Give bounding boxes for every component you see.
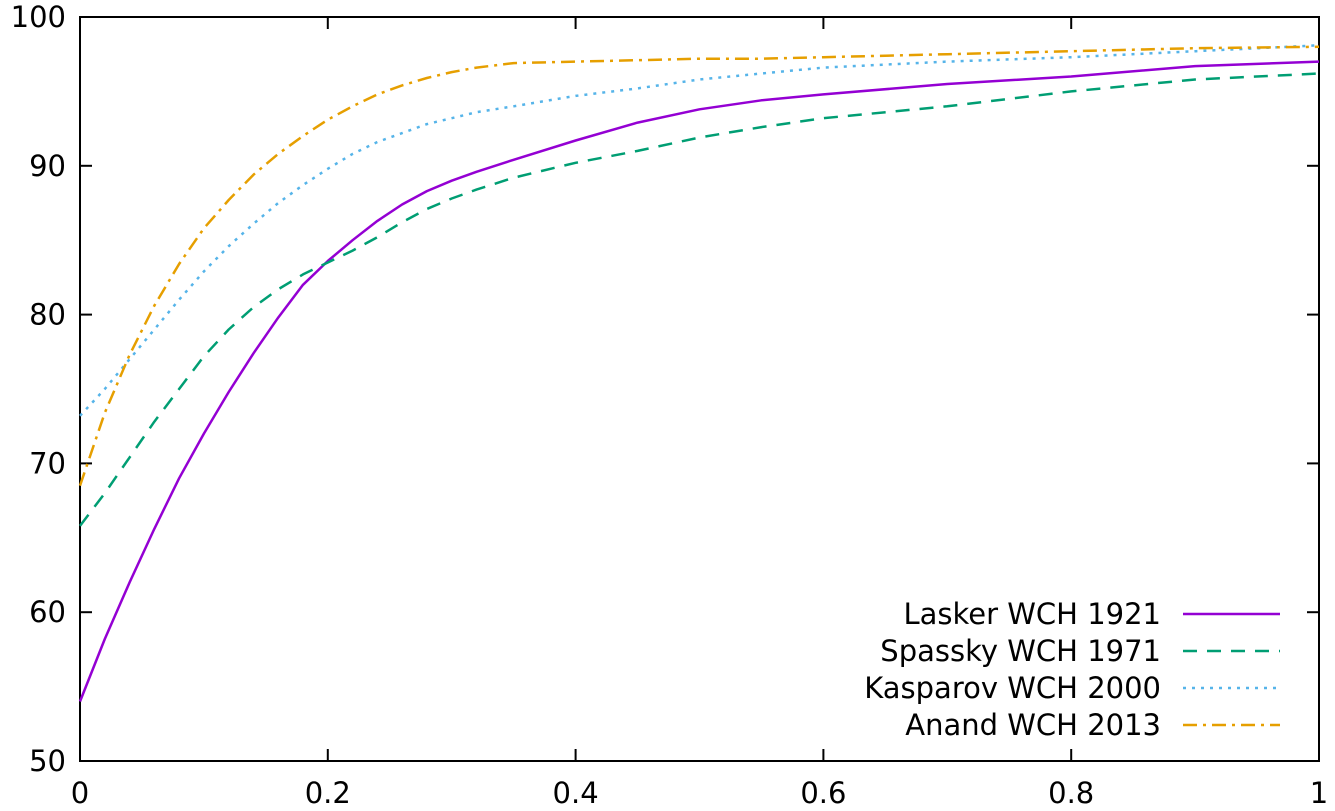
- series-line-spassky-wch-1971: [79, 72, 1320, 527]
- legend-label: Lasker WCH 1921: [903, 597, 1161, 631]
- legend-item: Lasker WCH 1921: [903, 597, 1280, 631]
- series-line-lasker-wch-1921: [78, 60, 1320, 702]
- x-tick-label: 0.6: [800, 776, 846, 810]
- x-tick-label: 0.2: [305, 776, 351, 810]
- axis-tick-labels: 0 0.2 0.4 0.6 0.8 1 50 60 70 80 90 100: [11, 0, 1329, 810]
- y-tick-label: 60: [29, 595, 66, 629]
- y-tick-label: 100: [11, 0, 66, 34]
- y-tick-label: 80: [29, 298, 66, 332]
- plot-frame: [79, 16, 1320, 762]
- legend-item: Anand WCH 2013: [905, 708, 1280, 742]
- series-line-kasparov-wch-2000: [79, 44, 1320, 417]
- legend-label: Anand WCH 2013: [905, 708, 1161, 742]
- x-tick-label: 0.4: [553, 776, 599, 810]
- x-tick-label: 1: [1310, 776, 1328, 810]
- x-tick-label: 0: [71, 776, 89, 810]
- legend-item: Kasparov WCH 2000: [864, 671, 1280, 705]
- legend-label: Kasparov WCH 2000: [864, 671, 1161, 705]
- y-tick-label: 70: [29, 446, 66, 480]
- axis-ticks: [79, 16, 1320, 762]
- legend-item: Spassky WCH 1971: [880, 634, 1280, 668]
- y-tick-label: 50: [29, 744, 66, 778]
- y-tick-label: 90: [29, 149, 66, 183]
- series-lines: [78, 44, 1320, 702]
- x-tick-label: 0.8: [1048, 776, 1094, 810]
- legend-label: Spassky WCH 1971: [880, 634, 1161, 668]
- series-line-anand-wch-2013: [78, 45, 1320, 487]
